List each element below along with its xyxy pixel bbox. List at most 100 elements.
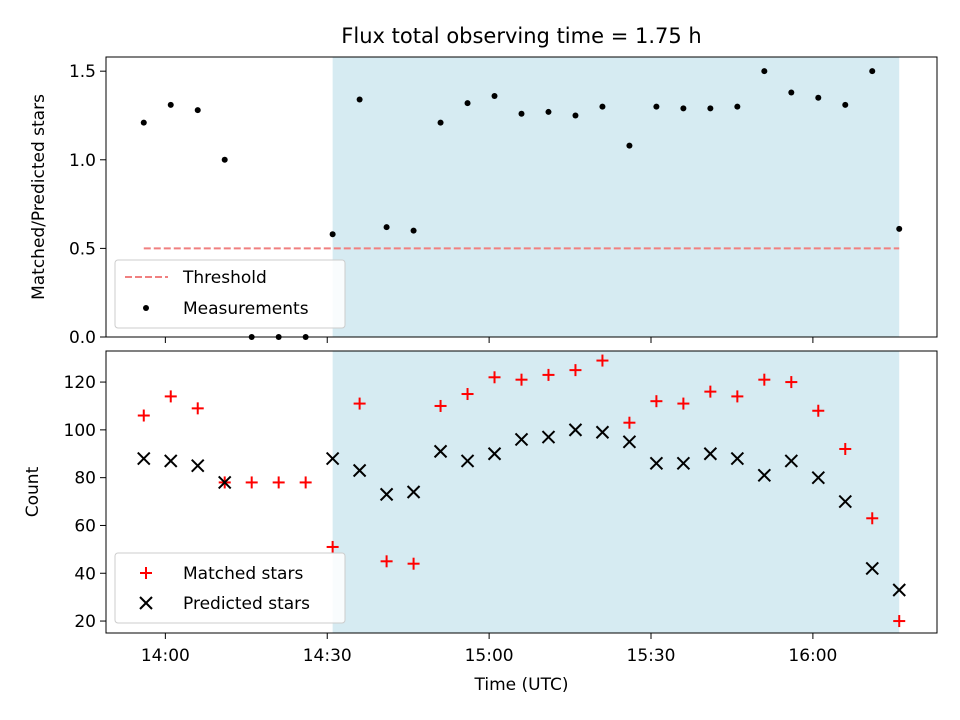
y-tick-label: 0.5 (69, 239, 96, 259)
measurement-point (761, 68, 768, 75)
top-legend: Threshold Measurements (114, 259, 346, 329)
predicted-star-point (191, 459, 205, 473)
measurement-point (194, 107, 201, 114)
predicted-star-point (514, 432, 529, 447)
predicted-stars-points (137, 423, 906, 597)
measurement-point (518, 110, 525, 117)
predicted-star-point (379, 487, 394, 502)
predicted-star-point (757, 468, 772, 482)
measurement-point (383, 224, 390, 231)
bottom-y-ticks: 20 40 60 80 100 120 (64, 373, 106, 632)
y-tick-label: 80 (74, 469, 96, 489)
matched-star-point (785, 376, 798, 389)
measurement-point (356, 96, 363, 103)
predicted-star-point (325, 451, 340, 466)
matched-star-point (569, 364, 582, 377)
matched-star-point (164, 390, 177, 403)
matched-stars-points (137, 354, 906, 628)
top-y-axis-label: Matched/Predicted stars (29, 94, 49, 300)
y-tick-label: 0.0 (69, 328, 96, 348)
top-legend-box (114, 259, 346, 329)
bottom-panel: 20 40 60 80 100 120 14:00 14:30 15:00 15:30 16:00… (23, 350, 938, 695)
measurement-point (140, 119, 147, 126)
predicted-star-point (406, 485, 421, 499)
measurement-point (221, 156, 228, 163)
matched-star-point (461, 388, 474, 401)
matched-star-point (758, 373, 771, 386)
matched-star-point (542, 368, 555, 381)
matched-star-point (137, 409, 150, 422)
measurement-point (491, 92, 498, 99)
predicted-star-point (568, 423, 583, 437)
predicted-star-point (784, 454, 799, 468)
top-x-ticks (164, 337, 814, 343)
matched-star-point (434, 399, 447, 412)
predicted-star-point (541, 430, 556, 444)
x-tick-label: 16:00 (788, 646, 837, 666)
bottom-x-ticks: 14:00 14:30 15:00 15:30 16:00 (141, 633, 837, 666)
x-tick-label: 15:30 (627, 646, 676, 666)
x-tick-label: 14:30 (303, 646, 352, 666)
measurement-point (680, 105, 687, 112)
predicted-star-point (622, 435, 637, 449)
y-tick-label: 20 (74, 612, 96, 632)
matched-star-point (326, 540, 339, 553)
measurement-point (464, 100, 471, 107)
predicted-star-point (487, 447, 502, 461)
matched-star-point (596, 354, 609, 367)
measurement-point (572, 112, 579, 119)
predicted-star-point (649, 456, 664, 471)
bottom-y-axis-label: Count (23, 466, 43, 517)
predicted-star-point (676, 456, 691, 471)
matched-star-point (839, 442, 852, 455)
y-tick-label: 100 (64, 421, 96, 441)
matched-star-point (191, 402, 204, 415)
measurement-point (329, 231, 336, 238)
y-tick-label: 120 (64, 373, 96, 393)
matched-star-point (650, 395, 663, 408)
predicted-star-point (137, 451, 151, 466)
matched-star-point (515, 373, 528, 386)
measurement-point (167, 101, 174, 108)
predicted-star-point (865, 561, 879, 576)
matched-star-point (893, 615, 906, 628)
measurement-point (707, 105, 714, 112)
chart-title: Flux total observing time = 1.75 h (341, 24, 701, 48)
y-tick-label: 1.0 (69, 151, 96, 171)
legend-measurements-swatch (143, 305, 149, 311)
top-panel: 0.0 0.5 1.0 1.5 Flux total observing time =… (29, 24, 938, 348)
legend-matched-label: Matched stars (183, 564, 303, 584)
predicted-star-point (703, 447, 718, 461)
measurement-points (140, 68, 903, 340)
x-axis-label: Time (UTC) (474, 675, 569, 695)
matched-star-point (488, 371, 501, 384)
measurement-point (788, 89, 795, 96)
measurement-point (545, 108, 552, 115)
bottom-shaded-interval (332, 351, 900, 633)
matched-star-point (812, 404, 825, 417)
measurement-point (653, 103, 660, 110)
matched-star-point (353, 397, 366, 410)
top-shaded-interval (332, 57, 900, 337)
measurement-point (437, 119, 444, 126)
bottom-axes-frame (105, 350, 938, 634)
measurement-point (842, 101, 849, 108)
y-tick-label: 40 (74, 564, 96, 584)
x-tick-label: 14:00 (141, 646, 190, 666)
predicted-star-point (460, 454, 475, 468)
matched-star-point (272, 476, 285, 489)
legend-measurements-label: Measurements (183, 299, 309, 319)
predicted-star-point (164, 454, 178, 468)
predicted-star-point (838, 494, 852, 509)
matched-star-point (299, 476, 312, 489)
matched-star-point (677, 397, 690, 410)
predicted-star-point (433, 444, 448, 459)
y-tick-label: 1.5 (69, 62, 96, 82)
legend-predicted-label: Predicted stars (183, 594, 310, 614)
measurement-point (599, 103, 606, 110)
matched-star-point (407, 557, 420, 570)
measurement-point (815, 94, 822, 101)
predicted-star-point (352, 463, 367, 478)
x-tick-label: 15:00 (465, 646, 514, 666)
matched-star-point (380, 555, 393, 568)
